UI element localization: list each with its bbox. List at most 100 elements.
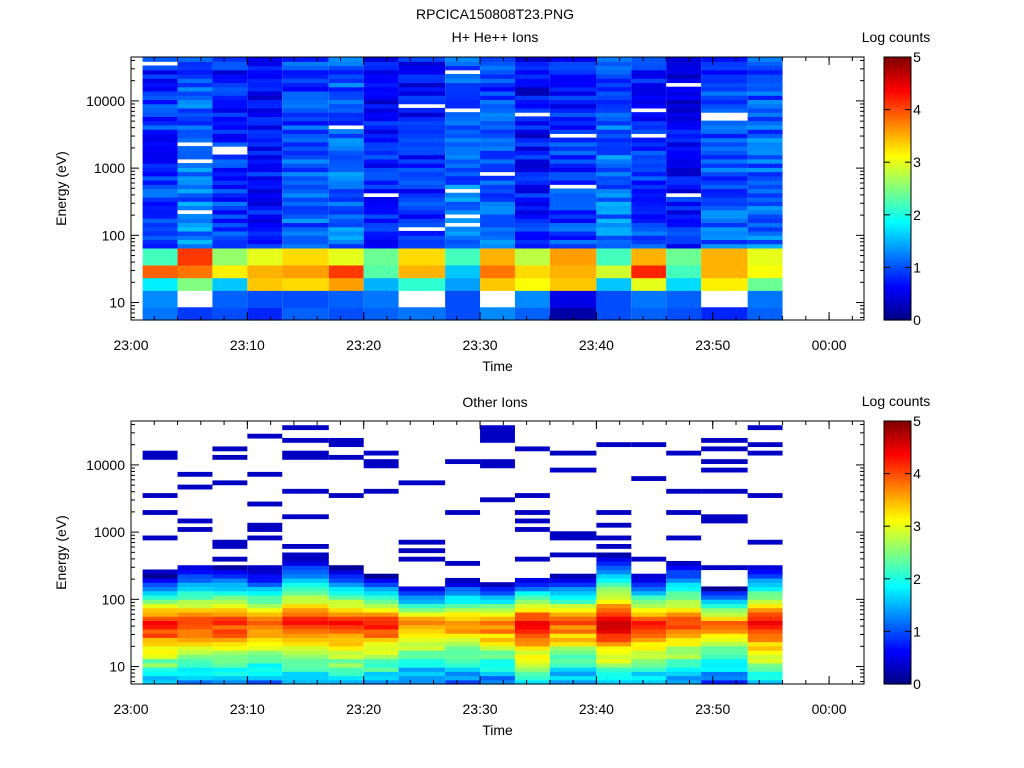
spectrogram-cell (398, 616, 446, 621)
spectrogram-cell (445, 103, 481, 109)
spectrogram-cell (666, 188, 702, 194)
spectrogram-cell (363, 303, 399, 308)
spectrogram-cell (398, 307, 446, 313)
spectrogram-cell (445, 273, 481, 279)
spectrogram-cell (363, 599, 399, 604)
spectrogram-cell (212, 286, 248, 291)
spectrogram-cell (514, 607, 550, 613)
spectrogram-cell (328, 116, 364, 122)
spectrogram-cell (631, 99, 667, 105)
spectrogram-cell (549, 243, 597, 249)
colorbar-step (884, 270, 911, 274)
colorbar-step (884, 180, 911, 184)
spectrogram-cell (328, 437, 364, 443)
spectrogram-cell (142, 493, 178, 498)
spectrogram-cell (480, 497, 515, 503)
spectrogram-cell (666, 286, 702, 291)
spectrogram-cell (514, 577, 550, 583)
spectrogram-cell (701, 620, 748, 626)
spectrogram-cell (177, 252, 213, 257)
colorbar-step (884, 122, 911, 126)
spectrogram-cell (363, 99, 399, 105)
spectrogram-cell (666, 137, 702, 143)
spectrogram-cell (701, 586, 748, 592)
spectrogram-cell (445, 599, 481, 604)
spectrogram-cell (631, 286, 667, 291)
spectrogram-cell (596, 294, 632, 300)
spectrogram-cell (445, 264, 481, 270)
spectrogram-cell (398, 180, 446, 185)
spectrogram-cell (328, 565, 364, 571)
x-tick-label: 23:50 (695, 337, 730, 353)
spectrogram-cell (596, 290, 632, 296)
spectrogram-cell (247, 641, 283, 647)
spectrogram-cell (445, 150, 481, 156)
spectrogram-cell (363, 116, 399, 122)
spectrogram-cell (212, 628, 248, 634)
spectrogram-cell (666, 116, 702, 122)
colorbar-step (884, 526, 911, 530)
spectrogram-cell (596, 654, 632, 660)
colorbar-step (884, 256, 911, 261)
colorbar-step (884, 125, 911, 129)
spectrogram-cell (398, 620, 446, 626)
spectrogram-cell (666, 222, 702, 228)
spectrogram-cell (445, 315, 481, 321)
spectrogram-cell (596, 103, 632, 109)
spectrogram-cell (701, 188, 748, 194)
spectrogram-cell (596, 633, 632, 638)
spectrogram-cell (480, 611, 515, 617)
spectrogram-cell (398, 86, 446, 92)
spectrogram-cell (142, 73, 178, 79)
spectrogram-cell (596, 510, 632, 515)
spectrogram-cell (549, 252, 597, 257)
spectrogram-cell (282, 269, 329, 274)
spectrogram-cell (445, 311, 481, 317)
spectrogram-cell (445, 57, 481, 62)
spectrogram-cell (631, 260, 667, 266)
spectrogram-cell (549, 264, 597, 270)
spectrogram-cell (631, 252, 667, 257)
spectrogram-cell (631, 290, 667, 296)
spectrogram-cell (701, 679, 748, 685)
spectrogram-cell (747, 565, 783, 571)
spectrogram-cell (247, 188, 283, 194)
spectrogram-cell (247, 171, 283, 177)
spectrogram-cell (177, 662, 213, 668)
colorbar-step (884, 470, 911, 475)
spectrogram-cell (596, 256, 632, 262)
spectrogram-cell (480, 433, 515, 439)
spectrogram-cell (631, 146, 667, 151)
spectrogram-cell (701, 675, 748, 681)
spectrogram-cell (177, 235, 213, 240)
spectrogram-cell (631, 239, 667, 245)
colorbar-step (884, 243, 911, 247)
colorbar-step (884, 452, 911, 456)
colorbar-step (884, 212, 911, 216)
spectrogram-cell (701, 633, 748, 638)
spectrogram-cell (480, 103, 515, 109)
spectrogram-cell (631, 175, 667, 181)
spectrogram-cell (596, 671, 632, 677)
spectrogram-cell (328, 158, 364, 164)
spectrogram-cell (480, 112, 515, 117)
spectrogram-cell (247, 133, 283, 139)
spectrogram-cell (212, 281, 248, 287)
spectrogram-cell (747, 78, 783, 84)
spectrogram-cell (514, 518, 550, 524)
colorbar-step (884, 135, 911, 140)
spectrogram-cell (445, 184, 481, 190)
spectrogram-cell (212, 137, 248, 143)
spectrogram-cell (142, 230, 178, 236)
spectrogram-cell (398, 264, 446, 270)
spectrogram-cell (247, 192, 283, 198)
spectrogram-cell (480, 57, 515, 62)
spectrogram-cell (596, 154, 632, 160)
spectrogram-cell (596, 662, 632, 668)
spectrogram-cell (282, 290, 329, 296)
colorbar-step (884, 225, 911, 229)
spectrogram-cell (549, 298, 597, 304)
spectrogram-cell (514, 616, 550, 621)
spectrogram-cell (514, 73, 550, 79)
spectrogram-cell (549, 633, 597, 638)
